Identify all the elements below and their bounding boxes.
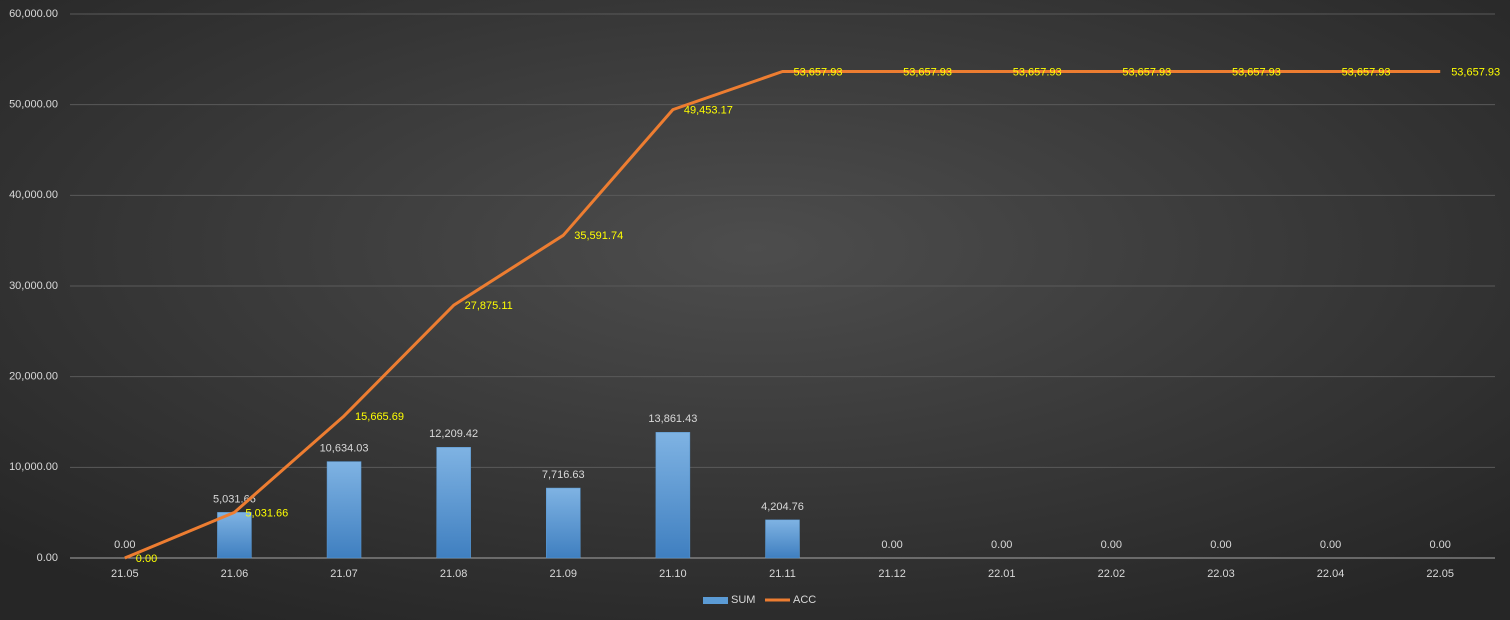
x-tick-label: 22.04	[1317, 568, 1345, 580]
line-value-label: 53,657.93	[1013, 66, 1062, 78]
line-value-label: 15,665.69	[355, 411, 404, 423]
line-value-label: 5,031.66	[245, 507, 288, 519]
bar-value-label: 0.00	[1320, 539, 1341, 551]
bar-value-label: 0.00	[881, 539, 902, 551]
line-value-label: 53,657.93	[903, 66, 952, 78]
bar-value-label: 0.00	[991, 539, 1012, 551]
bar-value-label: 0.00	[1101, 539, 1122, 551]
x-tick-label: 21.09	[550, 568, 578, 580]
bar	[436, 447, 471, 559]
line-value-label: 49,453.17	[684, 105, 733, 117]
line-value-label: 53,657.93	[1232, 66, 1281, 78]
x-tick-label: 21.07	[330, 568, 358, 580]
y-tick-label: 50,000.00	[9, 99, 58, 111]
line-value-label: 53,657.93	[1342, 66, 1391, 78]
x-tick-label: 21.12	[878, 568, 906, 580]
legend-swatch	[703, 597, 728, 604]
bar-value-label: 0.00	[1210, 539, 1231, 551]
line	[124, 70, 1441, 560]
bar-value-label: 0.00	[1429, 539, 1450, 551]
x-tick-label: 22.01	[988, 568, 1016, 580]
y-tick-label: 40,000.00	[9, 189, 58, 201]
y-tick-label: 60,000.00	[9, 8, 58, 20]
line-value-label: 53,657.93	[1122, 66, 1171, 78]
bar-value-label: 13,861.43	[648, 413, 697, 425]
bar-value-label: 4,204.76	[761, 501, 804, 513]
x-tick-label: 21.05	[111, 568, 139, 580]
legend-label: SUM	[731, 594, 755, 606]
x-tick-label: 22.05	[1426, 568, 1454, 580]
line-value-label: 53,657.93	[794, 66, 843, 78]
bar-value-label: 12,209.42	[429, 428, 478, 440]
line-value-label: 27,875.11	[465, 300, 513, 312]
line-value-label: 0.00	[136, 553, 157, 565]
bar-value-label: 0.00	[114, 539, 135, 551]
y-tick-label: 10,000.00	[9, 461, 58, 473]
x-tick-label: 21.06	[221, 568, 249, 580]
x-tick-label: 21.08	[440, 568, 468, 580]
x-tick-label: 22.03	[1207, 568, 1235, 580]
bar	[217, 512, 252, 559]
bar	[546, 487, 581, 559]
y-tick-label: 0.00	[37, 552, 58, 564]
x-tick-label: 21.10	[659, 568, 687, 580]
bar	[765, 519, 800, 559]
line-value-label: 53,657.93	[1451, 66, 1500, 78]
bar	[326, 461, 362, 559]
y-tick-label: 20,000.00	[9, 371, 58, 383]
legend-label: ACC	[793, 594, 816, 606]
bar-value-label: 10,634.03	[320, 442, 369, 454]
x-tick-label: 22.02	[1098, 568, 1126, 580]
bar-value-label: 7,716.63	[542, 469, 585, 481]
x-tick-label: 21.11	[769, 568, 796, 580]
y-tick-label: 30,000.00	[9, 280, 58, 292]
line-value-label: 35,591.74	[574, 230, 623, 242]
bar	[655, 432, 691, 559]
